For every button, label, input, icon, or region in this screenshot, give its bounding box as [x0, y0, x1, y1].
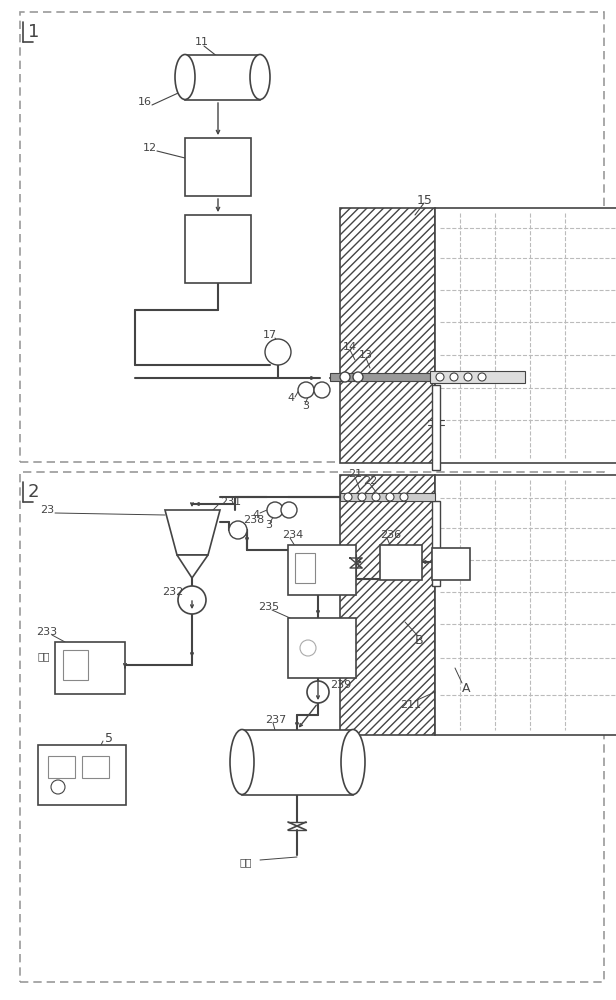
Bar: [48, 756, 75, 778]
Text: 5: 5: [105, 732, 113, 744]
Bar: [185, 215, 251, 283]
Circle shape: [344, 493, 352, 501]
Bar: [435, 208, 616, 463]
Text: 235: 235: [258, 602, 279, 612]
Text: 22: 22: [363, 476, 377, 486]
Bar: [380, 545, 422, 580]
Circle shape: [478, 373, 486, 381]
Text: 17: 17: [263, 330, 277, 340]
Circle shape: [358, 493, 366, 501]
Text: 211: 211: [400, 700, 421, 710]
Bar: [432, 385, 440, 470]
Circle shape: [298, 382, 314, 398]
Bar: [432, 548, 470, 580]
Text: 21: 21: [348, 469, 362, 479]
Circle shape: [51, 780, 65, 794]
Text: 14: 14: [343, 342, 357, 352]
Circle shape: [386, 493, 394, 501]
Bar: [340, 208, 435, 463]
Text: 233: 233: [36, 627, 57, 637]
Circle shape: [464, 373, 472, 381]
Polygon shape: [177, 555, 208, 578]
Text: B: B: [415, 634, 424, 647]
Bar: [63, 650, 88, 680]
Text: 3: 3: [302, 401, 309, 411]
Bar: [330, 373, 430, 381]
Text: 12: 12: [143, 143, 157, 153]
Circle shape: [353, 372, 363, 382]
Text: A: A: [462, 682, 471, 694]
Ellipse shape: [250, 54, 270, 100]
Text: 236: 236: [380, 530, 401, 540]
Bar: [340, 475, 435, 735]
Text: 23: 23: [40, 505, 54, 515]
Bar: [242, 730, 353, 795]
Polygon shape: [165, 510, 220, 555]
Text: 排水: 排水: [240, 857, 253, 867]
Circle shape: [178, 586, 206, 614]
Text: 239: 239: [330, 680, 351, 690]
Ellipse shape: [175, 54, 195, 100]
Bar: [55, 642, 125, 694]
Circle shape: [340, 372, 350, 382]
Bar: [82, 756, 109, 778]
Text: 238: 238: [243, 515, 264, 525]
Text: 3: 3: [265, 520, 272, 530]
Text: 232: 232: [162, 587, 183, 597]
Bar: [288, 618, 356, 678]
Text: 1: 1: [28, 23, 39, 41]
Circle shape: [314, 382, 330, 398]
Text: 11: 11: [195, 37, 209, 47]
Text: 234: 234: [282, 530, 303, 540]
Text: 2: 2: [28, 483, 39, 501]
Bar: [295, 553, 315, 583]
Circle shape: [300, 640, 316, 656]
Circle shape: [229, 521, 247, 539]
Text: 15: 15: [417, 194, 433, 207]
Circle shape: [265, 339, 291, 365]
Bar: [435, 475, 616, 735]
Ellipse shape: [230, 730, 254, 794]
Text: 16: 16: [138, 97, 152, 107]
Circle shape: [267, 502, 283, 518]
Bar: [20, 12, 604, 462]
Bar: [185, 138, 251, 196]
Text: 4: 4: [287, 393, 294, 403]
Bar: [340, 493, 435, 501]
Bar: [185, 55, 260, 100]
Circle shape: [372, 493, 380, 501]
Text: 13: 13: [359, 350, 373, 360]
Bar: [288, 545, 356, 595]
Circle shape: [400, 493, 408, 501]
Text: 237: 237: [265, 715, 286, 725]
Bar: [20, 472, 604, 982]
Text: 4: 4: [252, 510, 259, 520]
Circle shape: [450, 373, 458, 381]
Bar: [430, 371, 525, 383]
Circle shape: [436, 373, 444, 381]
Bar: [432, 501, 440, 586]
Text: 231: 231: [220, 497, 241, 507]
Circle shape: [281, 502, 297, 518]
Bar: [38, 745, 126, 805]
Ellipse shape: [341, 730, 365, 794]
Circle shape: [307, 681, 329, 703]
Text: 排气: 排气: [37, 651, 49, 661]
